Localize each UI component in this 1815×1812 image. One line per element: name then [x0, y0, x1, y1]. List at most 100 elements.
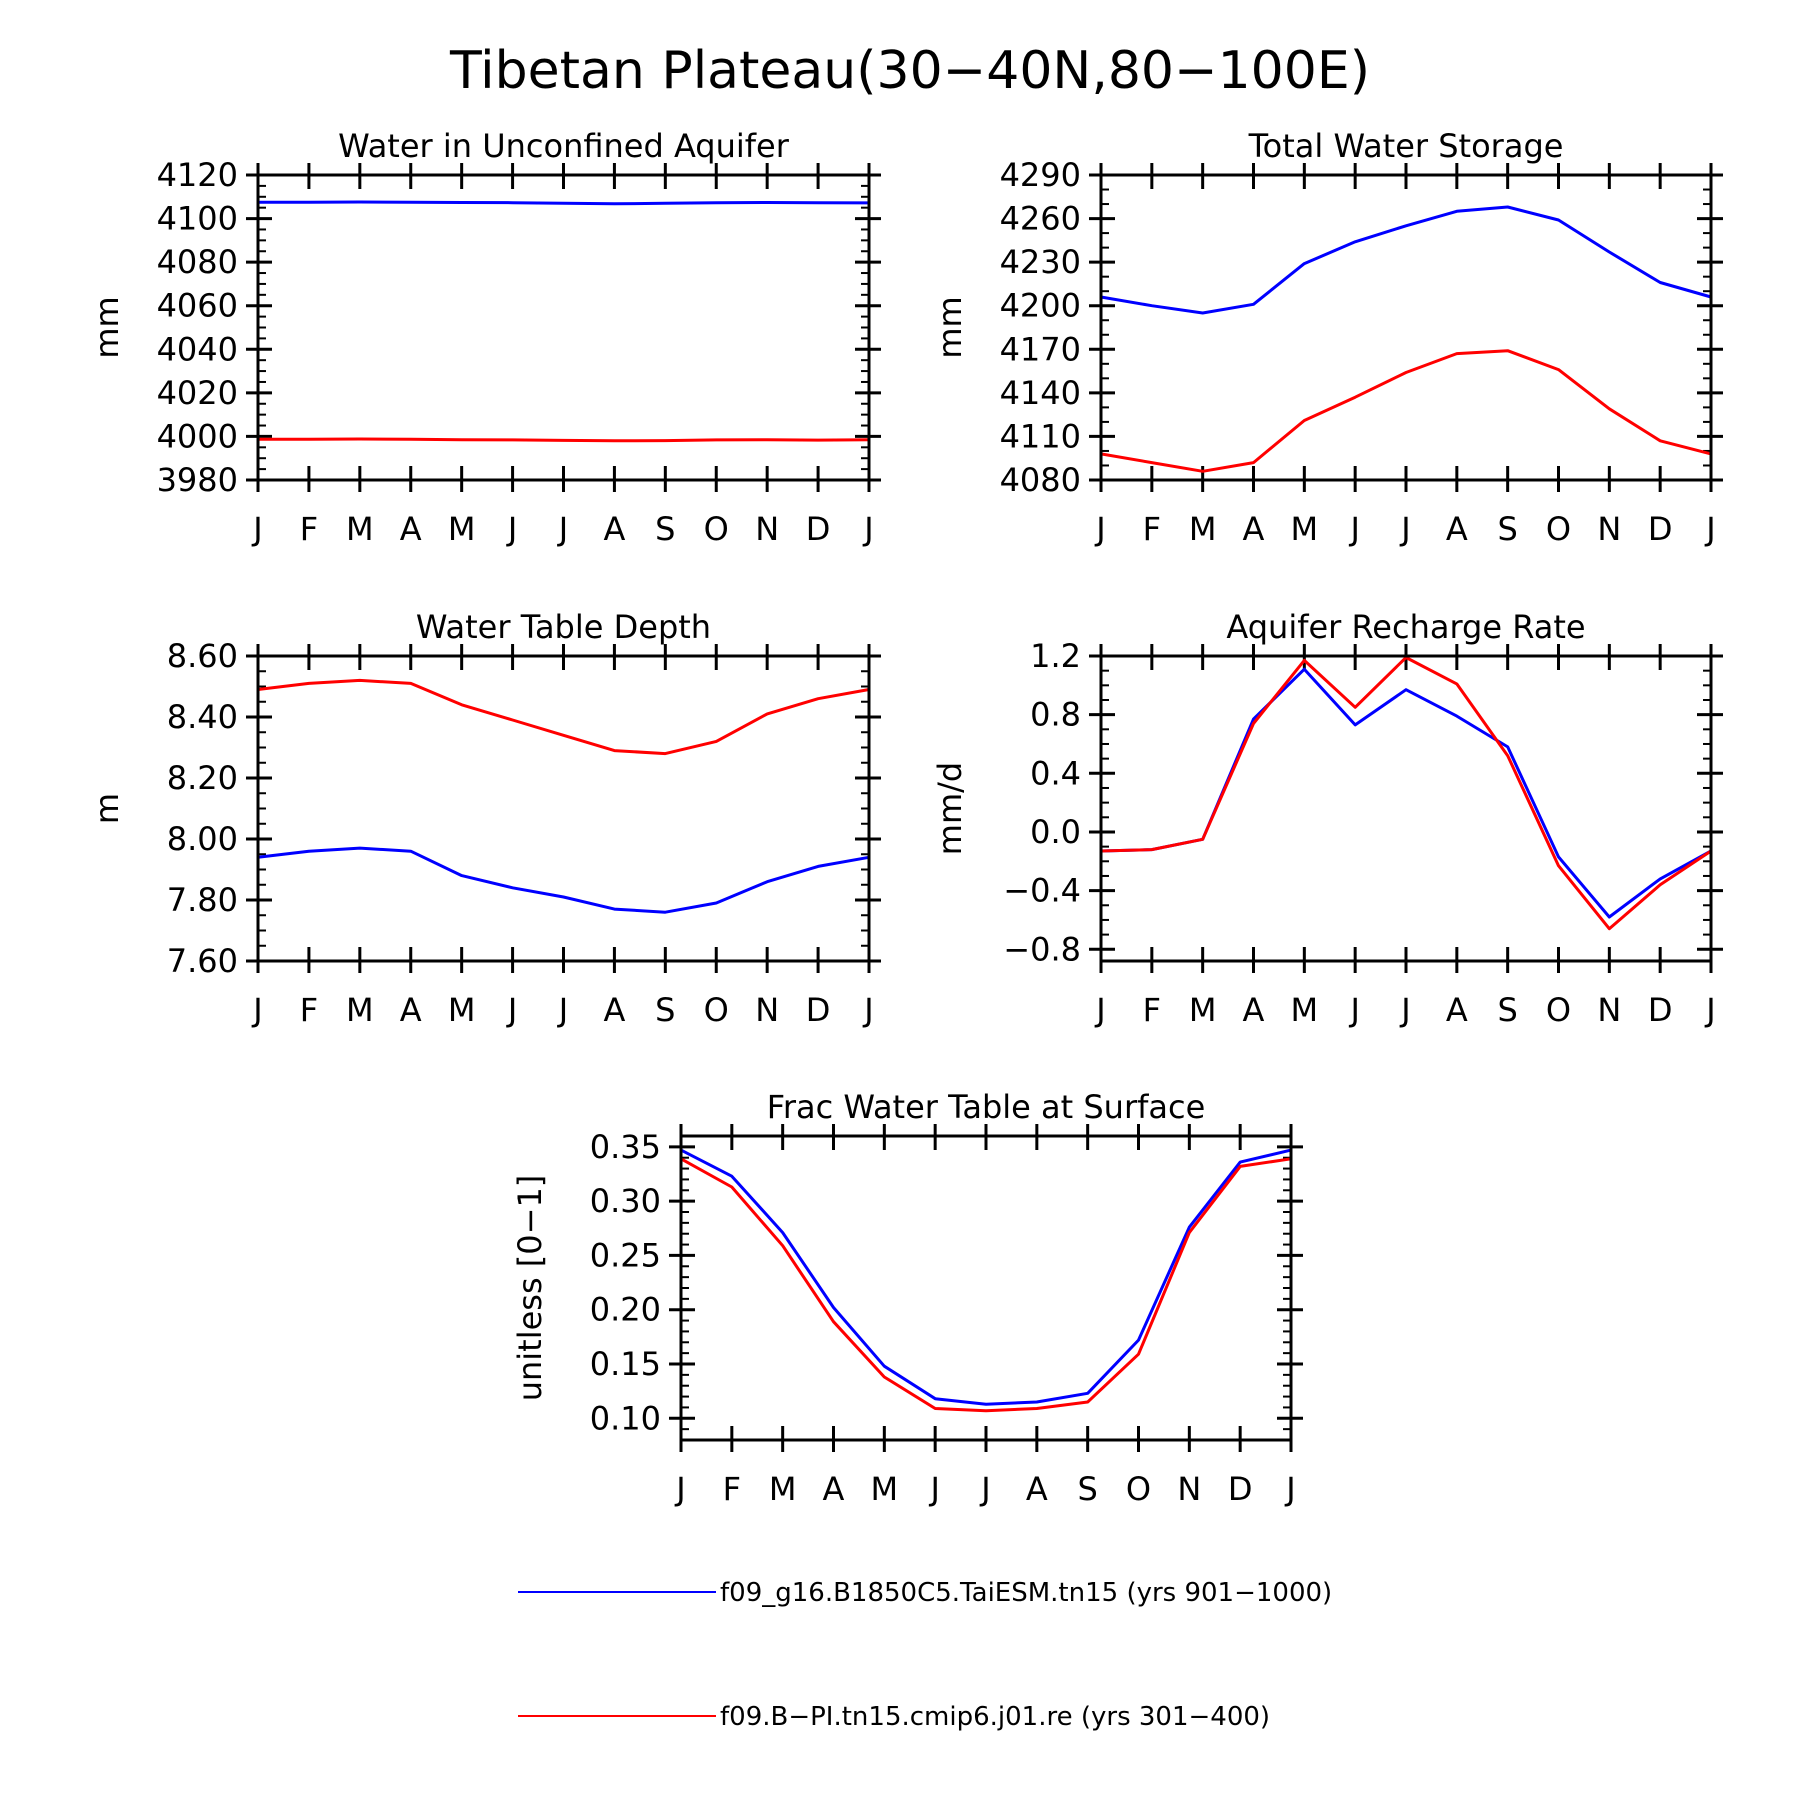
x-tick-label: N [1177, 1470, 1201, 1508]
x-tick-label: J [674, 1470, 685, 1508]
x-tick-label: A [400, 991, 422, 1029]
y-tick-label: −0.8 [1003, 930, 1081, 968]
x-tick-label: M [448, 991, 476, 1029]
panel-5: Frac Water Table at Surface unitless [0−1… [511, 1088, 1303, 1508]
x-tick-label: F [1143, 510, 1161, 548]
x-tick-label: A [1446, 510, 1468, 548]
x-tick-label: J [1704, 991, 1715, 1029]
x-tick-label: M [871, 1470, 899, 1508]
panel-title: Water Table Depth [416, 608, 711, 646]
y-tick-label: 0.20 [590, 1291, 661, 1329]
x-tick-label: F [1143, 991, 1161, 1029]
y-tick-label: 4290 [1000, 156, 1081, 194]
panel-title: Aquifer Recharge Rate [1226, 608, 1585, 646]
x-tick-label: O [1546, 991, 1571, 1029]
legend-label: f09_g16.B1850C5.TaiESM.tn15 (yrs 901−100… [720, 1578, 1332, 1608]
x-tick-label: M [1291, 510, 1319, 548]
y-tick-label: −0.4 [1003, 872, 1081, 910]
y-tick-label: 4230 [1000, 243, 1081, 281]
y-axis-label: mm/d [931, 762, 969, 855]
x-tick-label: D [1228, 1470, 1253, 1508]
y-tick-label: 0.4 [1030, 754, 1081, 792]
series-line-red [257, 678, 870, 756]
x-tick-label: J [1399, 510, 1410, 548]
y-tick-label: 0.0 [1030, 813, 1081, 851]
plot-frame [256, 654, 871, 963]
x-tick-label: N [1597, 510, 1621, 548]
x-tick-label: A [1026, 1470, 1048, 1508]
x-tick-label: D [1648, 510, 1673, 548]
chart-panels: Water in Unconfined Aquifer mm 4120 4100 408… [88, 127, 1723, 1508]
y-axis-label: mm [88, 296, 126, 358]
y-tick-label: 0.35 [590, 1128, 661, 1166]
y-tick-label: 4100 [157, 200, 238, 238]
x-tick-label: A [823, 1470, 845, 1508]
y-axis-label: unitless [0−1] [511, 1175, 549, 1402]
y-tick-label: 4260 [1000, 200, 1081, 238]
x-tick-label: M [1291, 991, 1319, 1029]
y-tick-label: 0.10 [590, 1399, 661, 1437]
y-axis-label: m [88, 793, 126, 824]
x-tick-label: F [300, 510, 318, 548]
x-tick-label: J [251, 991, 262, 1029]
y-tick-label: 7.80 [167, 881, 238, 919]
y-tick-label: 0.25 [590, 1236, 661, 1274]
panel-title: Water in Unconfined Aquifer [338, 127, 790, 165]
series-line-red [1100, 656, 1712, 931]
y-tick-label: 8.60 [167, 637, 238, 675]
plot-frame [679, 1134, 1293, 1442]
x-tick-label: O [704, 991, 729, 1029]
x-tick-label: S [655, 510, 675, 548]
series-line-blue [257, 846, 870, 914]
x-tick-label: A [1243, 991, 1265, 1029]
x-tick-label: J [979, 1470, 990, 1508]
x-tick-label: N [755, 510, 779, 548]
x-tick-label: D [806, 991, 831, 1029]
y-tick-label: 4060 [157, 287, 238, 325]
plot-frame [256, 173, 871, 482]
series-line-red [680, 1157, 1292, 1413]
x-tick-label: J [557, 991, 568, 1029]
y-tick-label: 0.8 [1030, 696, 1081, 734]
x-tick-label: J [557, 510, 568, 548]
y-tick-label: 4040 [157, 330, 238, 368]
x-tick-label: A [603, 991, 625, 1029]
y-tick-label: 1.2 [1030, 637, 1081, 675]
x-tick-label: M [448, 510, 476, 548]
y-tick-label: 4170 [1000, 330, 1081, 368]
y-axis-label: mm [931, 296, 969, 358]
y-tick-label: 8.00 [167, 820, 238, 858]
y-tick-label: 4120 [157, 156, 238, 194]
panel-1: Water in Unconfined Aquifer mm 4120 4100 408… [88, 127, 881, 548]
x-tick-label: J [1704, 510, 1715, 548]
x-tick-label: J [1348, 991, 1359, 1029]
panel-title: Frac Water Table at Surface [767, 1088, 1206, 1126]
legend: f09_g16.B1850C5.TaiESM.tn15 (yrs 901−100… [518, 1578, 1332, 1732]
series-line-red [1100, 349, 1712, 473]
y-tick-label: 4140 [1000, 374, 1081, 412]
x-tick-label: O [1126, 1470, 1151, 1508]
x-tick-label: N [755, 991, 779, 1029]
x-tick-label: M [1189, 991, 1217, 1029]
x-tick-label: D [1648, 991, 1673, 1029]
figure-title: Tibetan Plateau(30−40N,80−100E) [449, 41, 1370, 101]
x-tick-label: J [506, 510, 517, 548]
x-tick-label: O [1546, 510, 1571, 548]
x-tick-label: M [1189, 510, 1217, 548]
x-tick-label: O [704, 510, 729, 548]
x-tick-label: J [862, 510, 873, 548]
x-tick-label: J [1284, 1470, 1295, 1508]
legend-label: f09.B−PI.tn15.cmip6.j01.re (yrs 301−400) [720, 1702, 1270, 1732]
x-tick-label: S [1498, 991, 1518, 1029]
x-tick-label: S [1078, 1470, 1098, 1508]
series-line-blue [1100, 205, 1712, 315]
x-tick-label: F [300, 991, 318, 1029]
y-tick-label: 4000 [157, 417, 238, 455]
x-tick-label: A [1446, 991, 1468, 1029]
panel-4: Aquifer Recharge Rate mm/d 1.2 0.8 0.4 0.0 −0.… [931, 608, 1723, 1029]
y-tick-label: 8.20 [167, 759, 238, 797]
series-line-blue [258, 200, 870, 206]
series-line-blue [680, 1148, 1292, 1406]
plot-frame [1099, 654, 1713, 963]
